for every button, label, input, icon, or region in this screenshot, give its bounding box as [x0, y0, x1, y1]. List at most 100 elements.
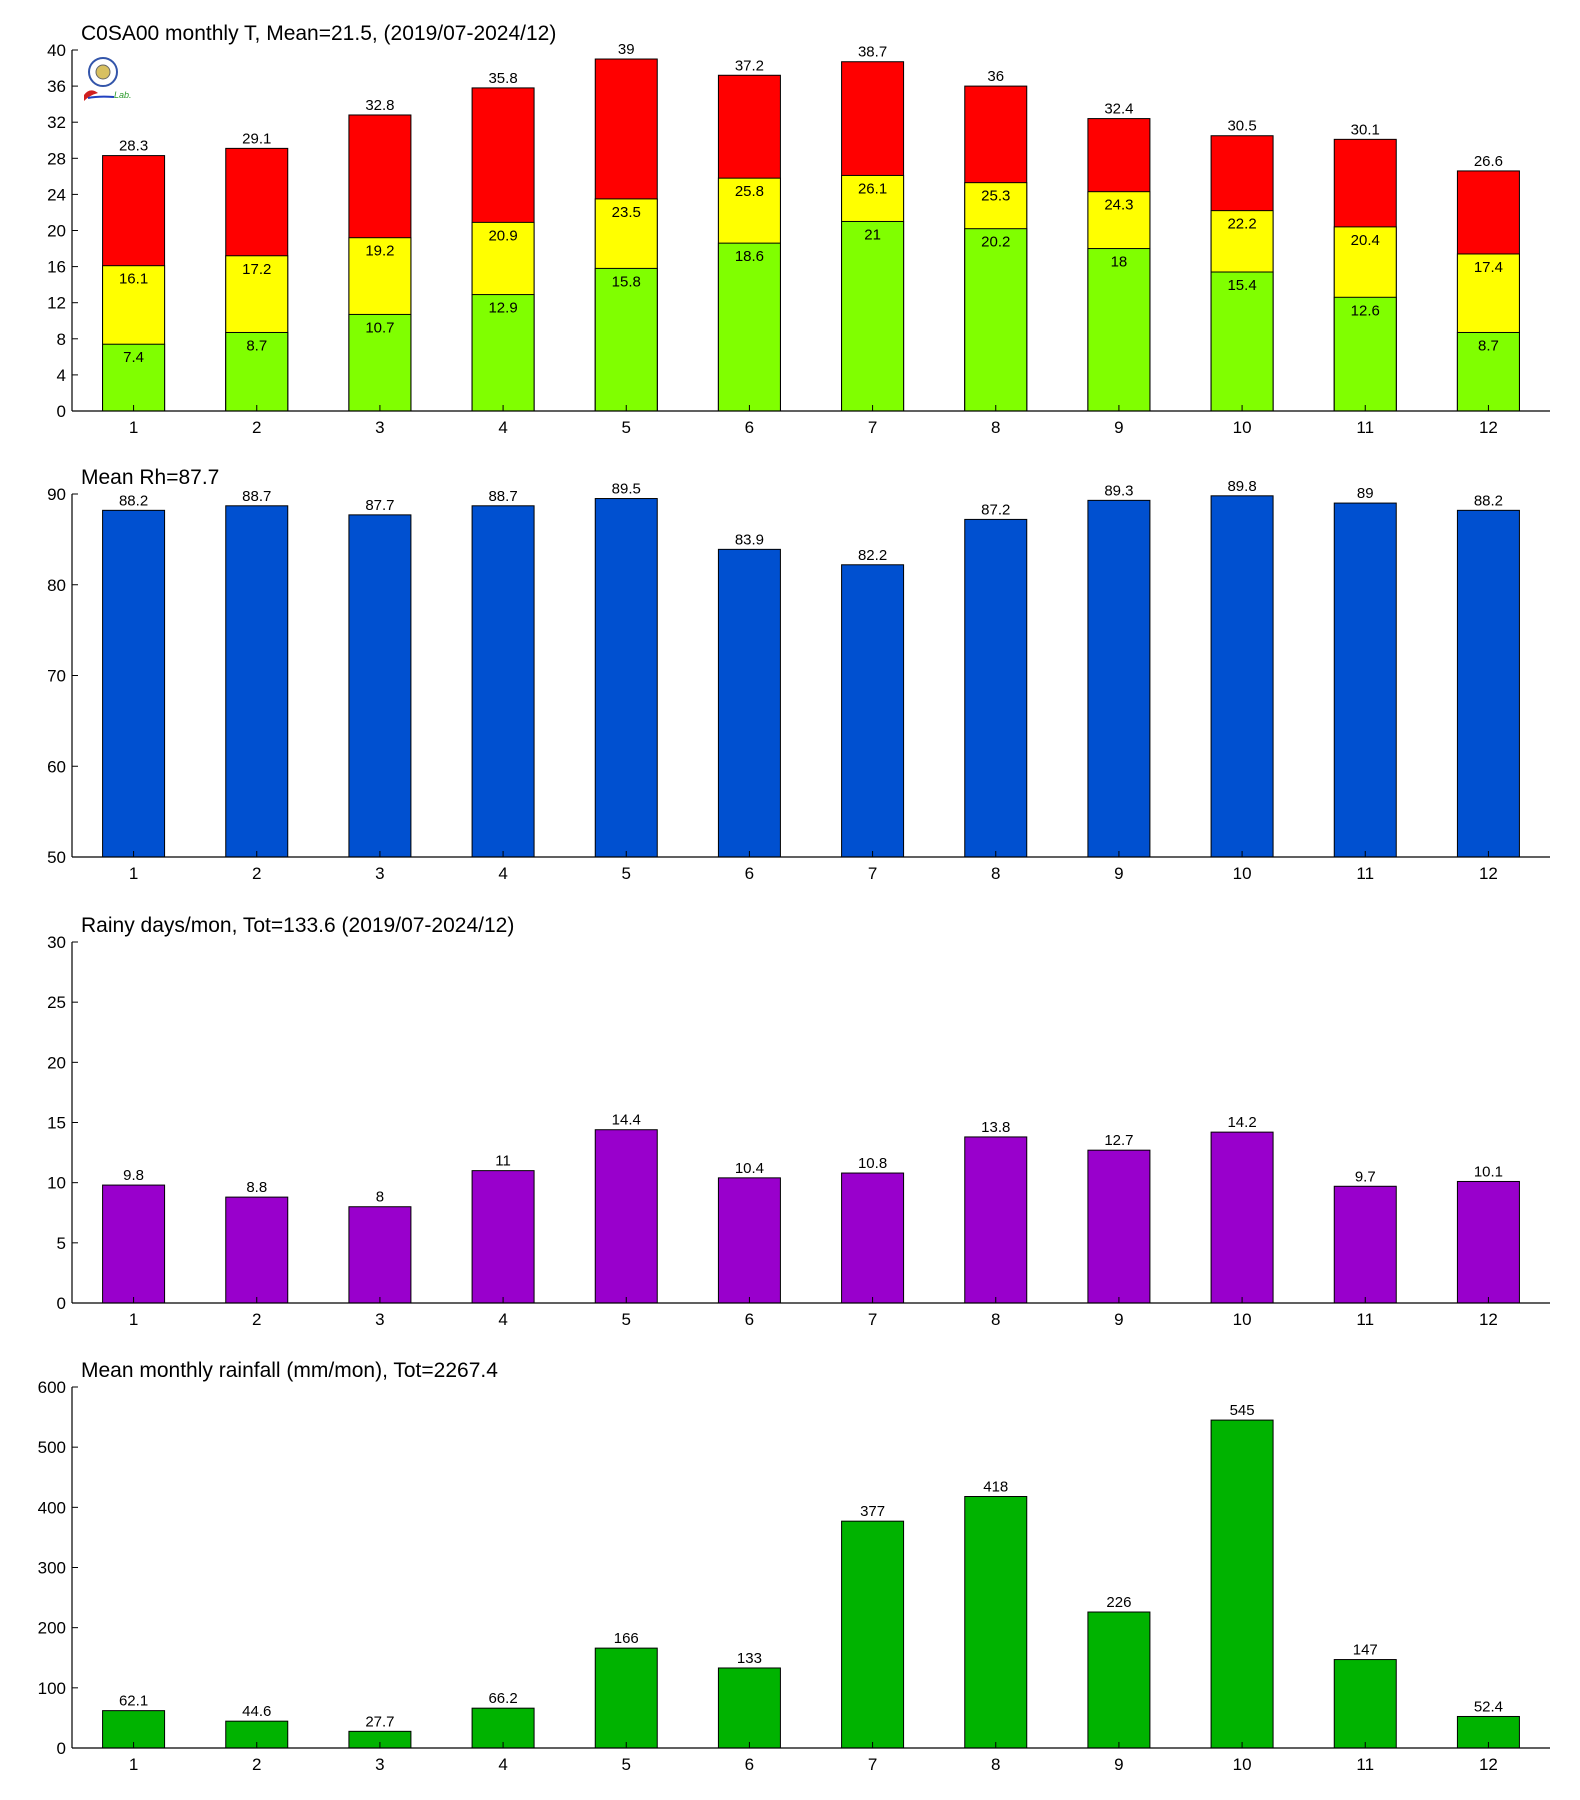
bar-8 [964, 1496, 1028, 1749]
chart-title: Mean Rh=87.7 [81, 466, 219, 489]
bar-5 [594, 1647, 658, 1749]
data-label: 39 [618, 41, 635, 58]
x-tick-label: 5 [622, 1310, 631, 1329]
data-label: 87.2 [981, 501, 1010, 518]
data-label: 83.9 [735, 531, 764, 548]
data-label: 89.5 [612, 481, 641, 498]
x-tick-label: 2 [252, 864, 261, 883]
data-label: 52.4 [1474, 1698, 1503, 1715]
bar-6 [717, 1177, 781, 1304]
y-tick-label: 8 [57, 330, 66, 349]
data-label: 8.7 [246, 337, 267, 354]
data-label: 25.8 [735, 183, 764, 200]
data-label: 29.1 [242, 130, 271, 147]
y-tick-label: 24 [47, 185, 66, 204]
bar-1 [102, 1710, 166, 1749]
data-label: 20.9 [488, 227, 517, 244]
x-tick-label: 7 [868, 864, 877, 883]
x-tick-label: 1 [129, 1755, 138, 1774]
bar-6 [717, 1667, 781, 1749]
data-label: 88.2 [1474, 492, 1503, 509]
x-tick-label: 12 [1479, 1755, 1498, 1774]
data-label: 27.7 [365, 1713, 394, 1730]
y-tick-label: 4 [57, 366, 66, 385]
x-tick-label: 7 [868, 1755, 877, 1774]
data-label: 10.7 [365, 319, 394, 336]
data-label: 36 [987, 68, 1004, 85]
data-label: 62.1 [119, 1693, 148, 1710]
bar-2-level-1 [225, 331, 289, 412]
bar-1 [102, 509, 166, 858]
data-label: 377 [860, 1503, 885, 1520]
bar-6 [717, 548, 781, 858]
data-label: 87.7 [365, 497, 394, 514]
x-tick-label: 12 [1479, 864, 1498, 883]
y-tick-label: 15 [47, 1114, 66, 1133]
chart-title: Rainy days/mon, Tot=133.6 (2019/07-2024/… [81, 914, 514, 937]
data-label: 17.4 [1474, 259, 1503, 276]
bar-11-level-1 [1333, 296, 1397, 412]
data-label: 23.5 [612, 204, 641, 221]
data-label: 88.7 [242, 488, 271, 505]
bar-4-level-1 [471, 294, 535, 412]
data-label: 30.1 [1351, 121, 1380, 138]
y-tick-label: 28 [47, 149, 66, 168]
y-tick-label: 0 [57, 1294, 66, 1313]
y-tick-label: 20 [47, 222, 66, 241]
data-label: 7.4 [123, 349, 144, 366]
data-label: 10.4 [735, 1160, 764, 1177]
bar-12 [1456, 509, 1520, 858]
y-tick-label: 80 [47, 576, 66, 595]
data-label: 8.8 [246, 1179, 267, 1196]
bar-3 [348, 1206, 412, 1304]
data-label: 18.6 [735, 248, 764, 265]
data-label: 12.6 [1351, 302, 1380, 319]
bar-10 [1210, 495, 1274, 858]
logo-swoosh-icon [84, 90, 98, 101]
data-label: 12.9 [488, 300, 517, 317]
data-label: 20.4 [1351, 232, 1380, 249]
bar-2 [225, 505, 289, 858]
y-tick-label: 0 [57, 1739, 66, 1758]
data-label: 89 [1357, 485, 1374, 502]
data-label: 10.8 [858, 1155, 887, 1172]
x-tick-label: 6 [745, 864, 754, 883]
data-label: 24.3 [1104, 197, 1133, 214]
x-tick-label: 3 [375, 1755, 384, 1774]
x-tick-label: 5 [622, 418, 631, 437]
data-label: 21 [864, 226, 881, 243]
data-label: 88.7 [488, 488, 517, 505]
data-label: 22.2 [1227, 216, 1256, 233]
x-tick-label: 3 [375, 418, 384, 437]
bar-7 [841, 1520, 905, 1749]
logo-stroke-icon [87, 95, 115, 99]
x-tick-label: 10 [1233, 1310, 1252, 1329]
x-tick-label: 2 [252, 1310, 261, 1329]
x-tick-label: 5 [622, 1755, 631, 1774]
x-tick-label: 4 [498, 418, 507, 437]
bar-4 [471, 1170, 535, 1304]
x-tick-label: 3 [375, 1310, 384, 1329]
x-tick-label: 8 [991, 864, 1000, 883]
bar-11 [1333, 1185, 1397, 1304]
y-tick-label: 400 [38, 1498, 66, 1517]
x-tick-label: 4 [498, 864, 507, 883]
y-tick-label: 16 [47, 258, 66, 277]
data-label: 15.4 [1227, 277, 1256, 294]
data-label: 44.6 [242, 1703, 271, 1720]
x-tick-label: 10 [1233, 418, 1252, 437]
y-tick-label: 30 [47, 933, 66, 952]
bar-7 [841, 564, 905, 858]
bar-2 [225, 1196, 289, 1304]
x-tick-label: 10 [1233, 864, 1252, 883]
bar-7-level-1 [841, 220, 905, 412]
logo-caption: Lab. [114, 90, 132, 100]
x-tick-label: 1 [129, 418, 138, 437]
x-tick-label: 6 [745, 418, 754, 437]
data-label: 25.3 [981, 188, 1010, 205]
data-label: 32.4 [1104, 101, 1133, 118]
data-label: 88.2 [119, 492, 148, 509]
data-label: 35.8 [488, 70, 517, 87]
bar-8 [964, 518, 1028, 858]
data-label: 166 [614, 1630, 639, 1647]
